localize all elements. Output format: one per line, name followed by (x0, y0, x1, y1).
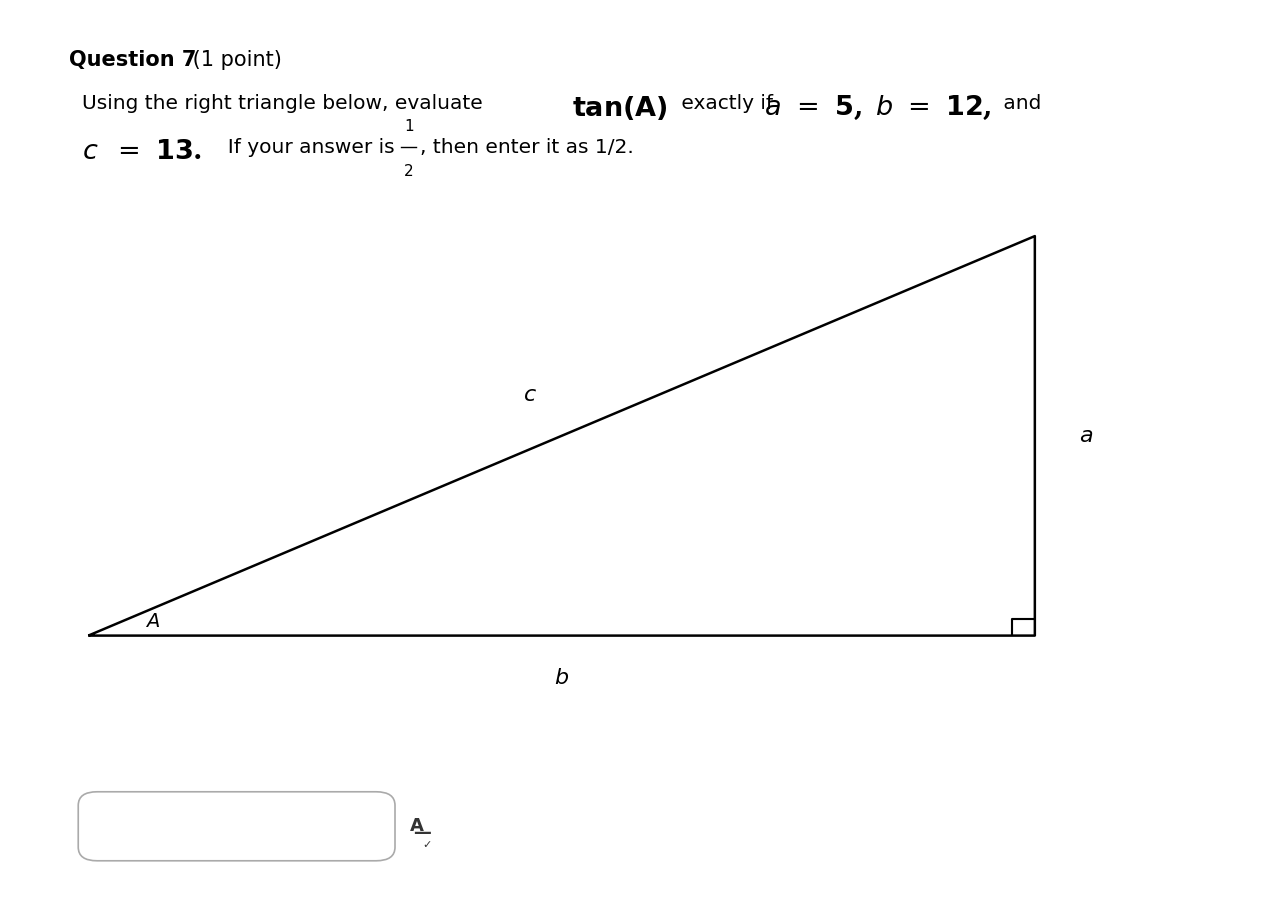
Text: $=$ $\bf{13}$.: $=$ $\bf{13}$. (103, 138, 203, 165)
Text: $A$: $A$ (145, 613, 160, 631)
Text: , then enter it as 1/2.: , then enter it as 1/2. (420, 138, 634, 157)
Text: $c$: $c$ (522, 384, 538, 406)
Text: $a$: $a$ (764, 94, 780, 122)
Text: $b$: $b$ (875, 94, 892, 122)
Text: 2: 2 (404, 164, 414, 180)
Text: exactly if: exactly if (675, 94, 780, 114)
Text: ✓: ✓ (423, 840, 432, 850)
Text: Question 7: Question 7 (69, 50, 197, 70)
Text: Using the right triangle below, evaluate: Using the right triangle below, evaluate (82, 94, 490, 114)
Text: $a$: $a$ (1079, 425, 1093, 447)
FancyBboxPatch shape (78, 792, 395, 861)
Text: If your answer is: If your answer is (215, 138, 400, 157)
Text: $=$ $\bf{5}$,: $=$ $\bf{5}$, (782, 94, 862, 123)
Text: $=$ $\bf{12}$,: $=$ $\bf{12}$, (893, 94, 992, 123)
Text: $b$: $b$ (554, 667, 569, 689)
Text: $\bf{tan}(A)$: $\bf{tan}(A)$ (572, 94, 668, 123)
Text: A͟: A͟ (410, 817, 424, 835)
Text: (1 point): (1 point) (186, 50, 281, 70)
Text: and: and (997, 94, 1041, 114)
Text: 1: 1 (404, 119, 414, 134)
Text: $c$: $c$ (82, 138, 98, 165)
